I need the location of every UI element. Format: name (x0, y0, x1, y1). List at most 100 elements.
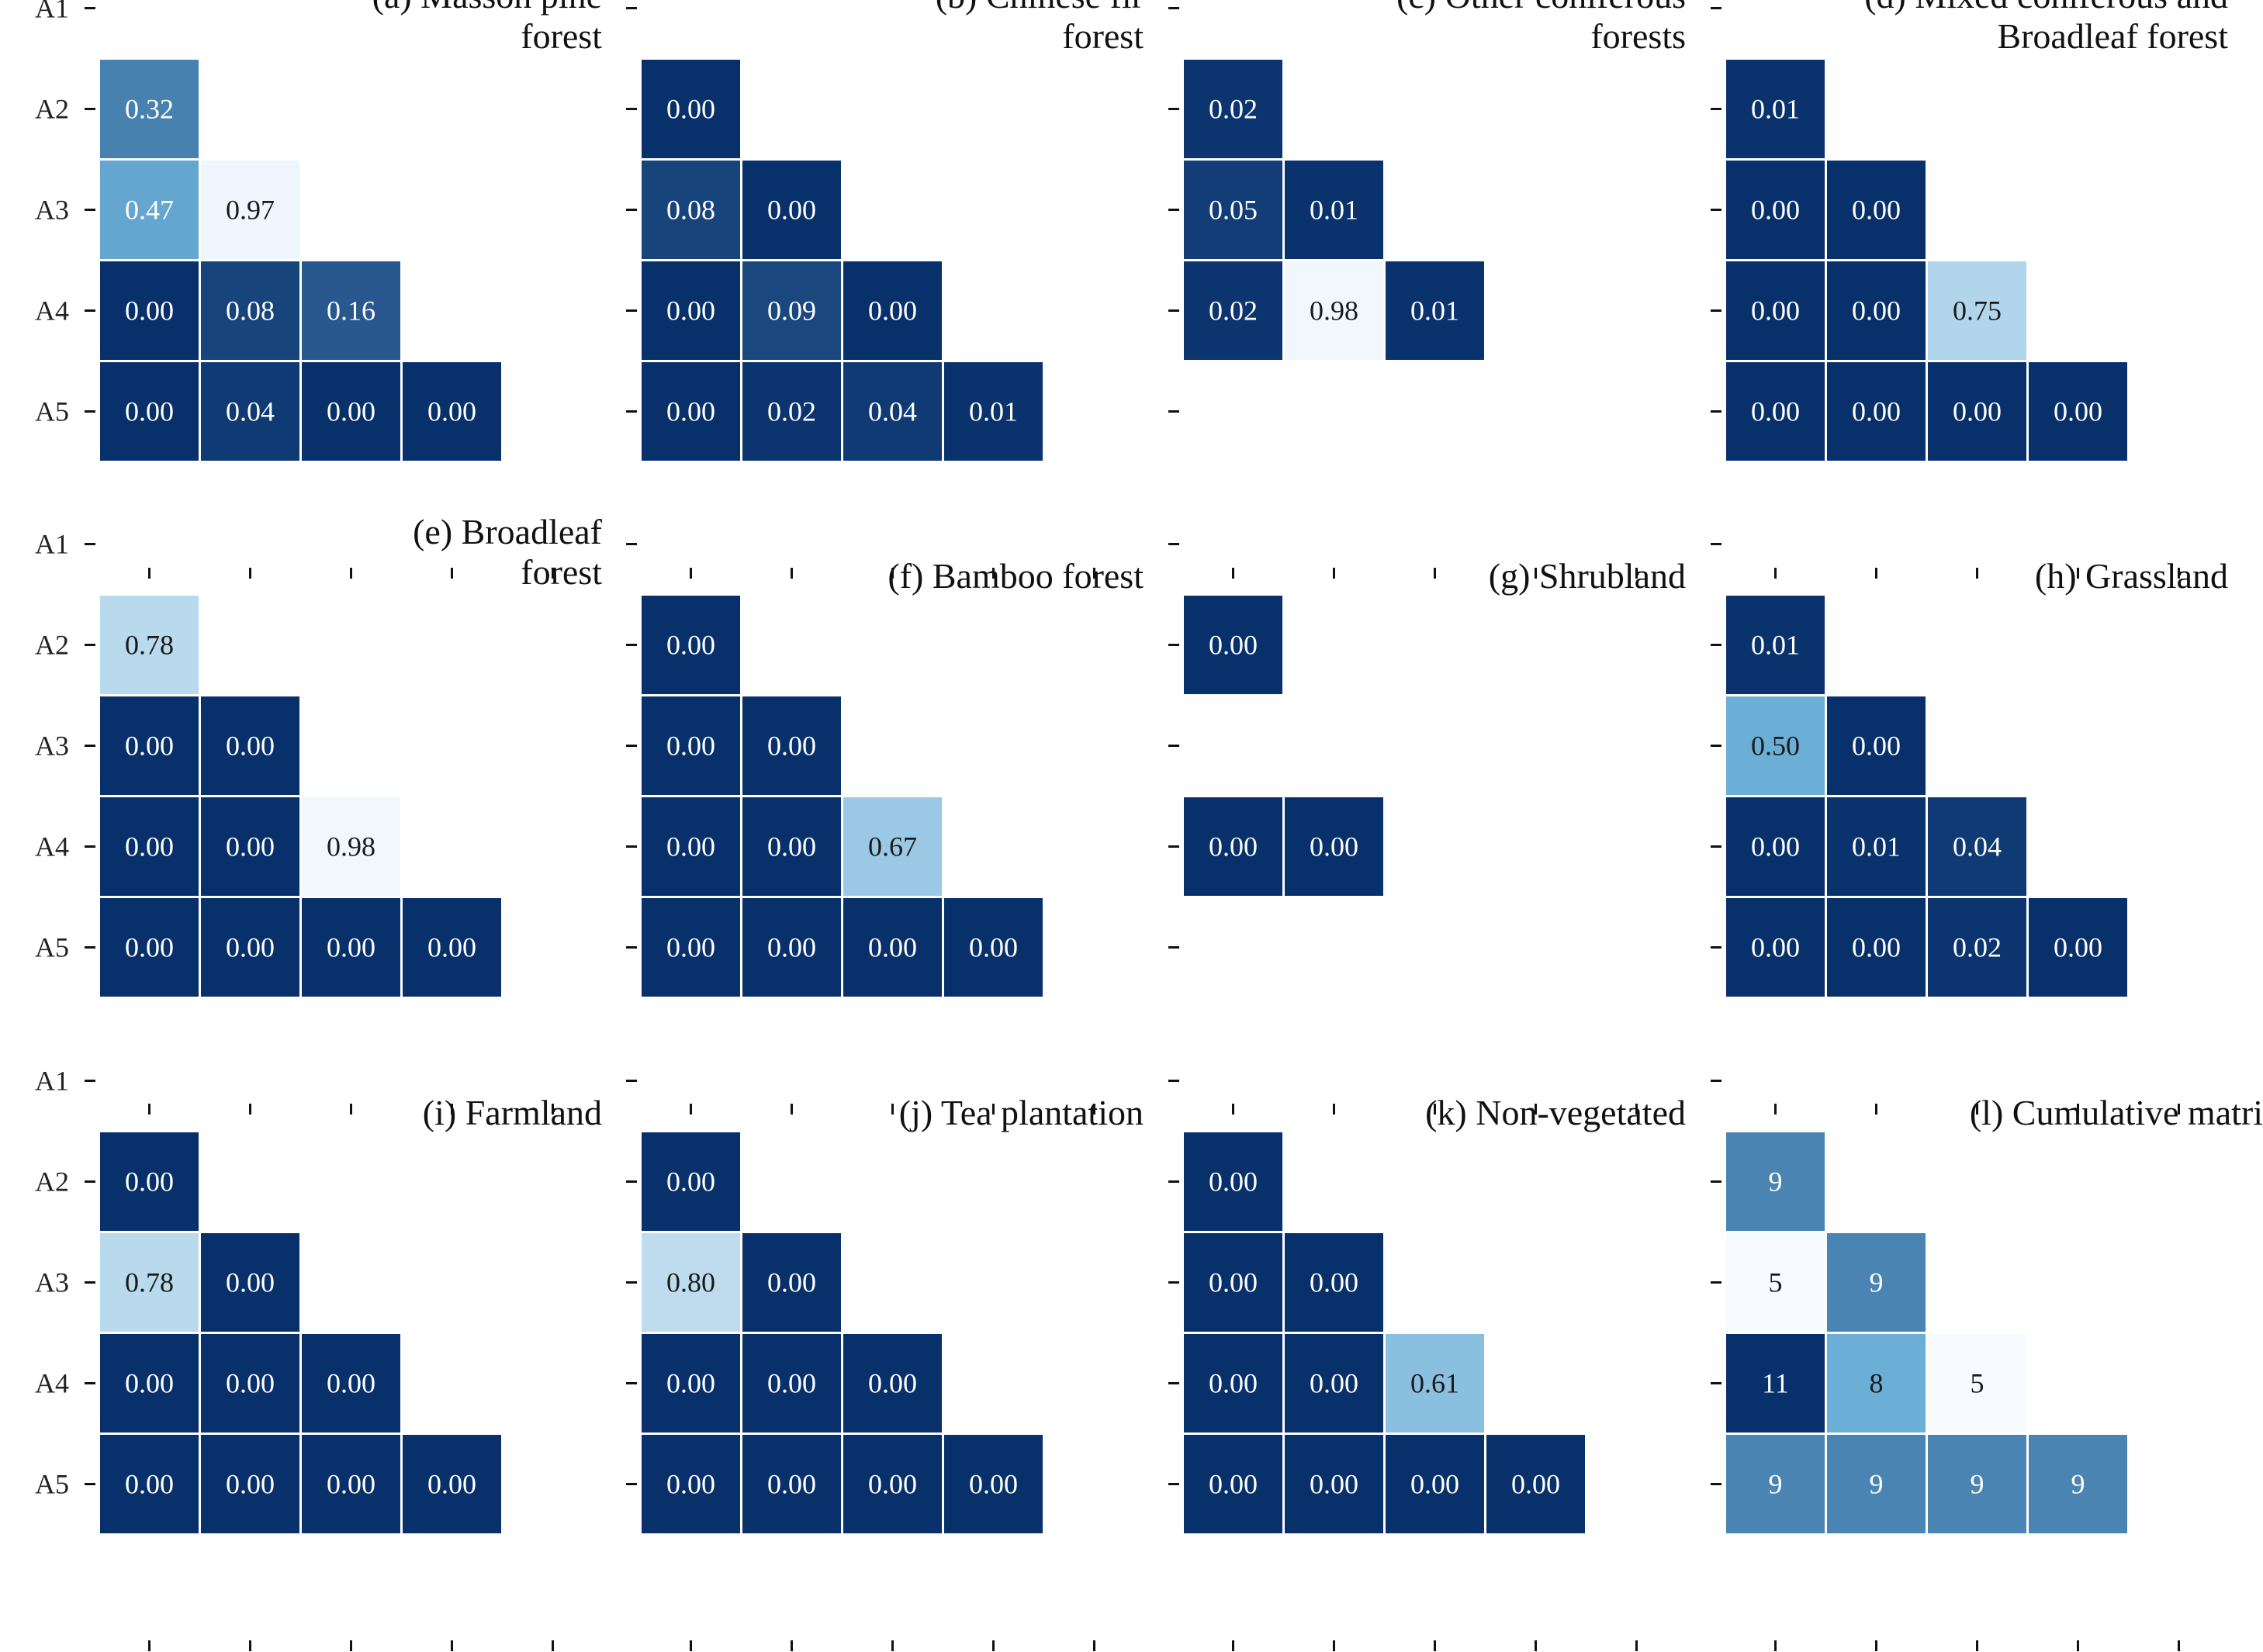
cell-value-label: 0.00 (868, 1368, 917, 1399)
y-tick-label: A5 (35, 1469, 69, 1500)
heatmap-cell (1827, 696, 1926, 795)
heatmap-cell (201, 696, 299, 795)
cell-value-label: 0.16 (327, 295, 375, 327)
cell-value-label: 0.00 (666, 630, 715, 661)
heatmap-cell (742, 1435, 841, 1533)
cell-value-label: 0.00 (666, 94, 715, 125)
heatmap-cell (1726, 1334, 1825, 1433)
heatmap-cell (201, 1334, 299, 1433)
heatmap-cell (201, 1233, 299, 1332)
cell-value-label: 9 (2071, 1469, 2085, 1500)
cell-value-label: 0.78 (125, 630, 174, 661)
heatmap-cell (1726, 797, 1825, 896)
heatmap-cell (1726, 261, 1825, 360)
heatmap-cell (201, 797, 299, 896)
heatmap-cell (1184, 596, 1282, 694)
cell-value-label: 8 (1870, 1368, 1884, 1399)
panel-title-line-2: forest (1062, 16, 1144, 56)
cell-value-label: 0.00 (125, 731, 174, 762)
panel-3: 0.02 0.05 0.01 0.02 0.98 0.01 (c) Other conife… (1168, 0, 1686, 579)
cell-value-label: 0.00 (1751, 396, 1800, 427)
heatmap-cell (843, 1435, 942, 1533)
heatmap-cell (742, 1334, 841, 1433)
cell-value-label: 0.04 (868, 396, 917, 427)
cell-value-label: 0.00 (125, 396, 174, 427)
panel-5: 0.78 0.00 0.00 0.00 0.00 0.98 0.00 0.00 0.00 0.00… (35, 512, 603, 1115)
heatmap-cell (2029, 1435, 2127, 1533)
cell-value-label: 0.08 (666, 195, 715, 226)
heatmap-cell (642, 362, 740, 461)
cell-value-label: 0.00 (1310, 1469, 1358, 1500)
panel-title: (c) Other coniferous (1396, 0, 1686, 16)
heatmap-cell (1726, 362, 1825, 461)
cell-value-label: 0.00 (427, 396, 476, 427)
cell-value-label: 0.00 (1310, 1267, 1358, 1298)
heatmap-cell (1726, 596, 1825, 694)
heatmap-cell (1726, 1435, 1825, 1533)
heatmap-cell (201, 261, 299, 360)
heatmap-cell (100, 362, 199, 461)
cell-value-label: 0.00 (327, 1469, 375, 1500)
y-tick-label: A2 (35, 1166, 69, 1198)
y-tick-label: A4 (35, 295, 69, 327)
cell-value-label: 0.00 (125, 1368, 174, 1399)
cell-value-label: 0.00 (1751, 195, 1800, 226)
cell-value-label: 9 (1870, 1469, 1884, 1500)
heatmap-cell (642, 60, 740, 158)
heatmap-cell (642, 797, 740, 896)
heatmap-cell (1827, 1435, 1926, 1533)
heatmap-cell (201, 161, 299, 259)
heatmap-cell (944, 898, 1043, 997)
heatmap-cell (201, 362, 299, 461)
heatmap-cell (403, 362, 501, 461)
cell-value-label: 0.00 (427, 932, 476, 963)
panel-title-line-2: forests (1590, 16, 1686, 56)
heatmap-cell (302, 1334, 400, 1433)
heatmap-cell (100, 1334, 199, 1433)
cell-value-label: 0.00 (1209, 1368, 1258, 1399)
heatmap-cell (201, 898, 299, 997)
heatmap-cell (100, 1132, 199, 1231)
heatmap-cell (100, 161, 199, 259)
cell-value-label: 0.02 (1209, 295, 1258, 327)
cell-value-label: 0.00 (767, 1469, 816, 1500)
panel-6: 0.00 0.00 0.00 0.00 0.00 0.67 0.00 0.00 0.00 0.00… (626, 543, 1144, 1115)
heatmap-cell (742, 797, 841, 896)
heatmap-cell (100, 596, 199, 694)
panel-title: (k) Non-vegetated (1425, 1093, 1686, 1132)
cell-value-label: 0.09 (767, 295, 816, 327)
y-tick-label: A2 (35, 630, 69, 661)
y-tick-label: A1 (35, 529, 69, 560)
panel-title: (a) Masson pine (372, 0, 602, 16)
heatmap-cell (1928, 261, 2026, 360)
heatmap-cell (944, 362, 1043, 461)
cell-value-label: 0.00 (226, 831, 275, 862)
heatmap-cell (1827, 261, 1926, 360)
cell-value-label: 0.00 (1953, 396, 2002, 427)
heatmap-cell (742, 696, 841, 795)
y-tick-label: A4 (35, 1368, 69, 1399)
cell-value-label: 0.00 (1511, 1469, 1560, 1500)
cell-value-label: 0.00 (226, 731, 275, 762)
cell-value-label: 9 (1769, 1469, 1783, 1500)
heatmap-cell (1184, 1233, 1282, 1332)
cell-value-label: 0.01 (1751, 94, 1800, 125)
heatmap-cell (944, 1435, 1043, 1533)
cell-value-label: 0.61 (1410, 1368, 1459, 1399)
heatmap-cell (1827, 1334, 1926, 1433)
heatmap-cell (1285, 261, 1383, 360)
panel-title: (b) Chinese fir (936, 0, 1144, 16)
cell-value-label: 0.04 (1953, 831, 2002, 862)
cell-value-label: 0.00 (1852, 396, 1901, 427)
heatmap-cell (642, 1435, 740, 1533)
heatmap-cell (1827, 362, 1926, 461)
cell-value-label: 0.00 (1209, 1469, 1258, 1500)
heatmap-cell (100, 60, 199, 158)
heatmap-cell (1827, 161, 1926, 259)
cell-value-label: 0.01 (1410, 295, 1459, 327)
cell-value-label: 9 (1769, 1166, 1783, 1198)
y-tick-label: A3 (35, 1267, 69, 1298)
heatmap-cell (1726, 161, 1825, 259)
heatmap-cell (1184, 797, 1282, 896)
